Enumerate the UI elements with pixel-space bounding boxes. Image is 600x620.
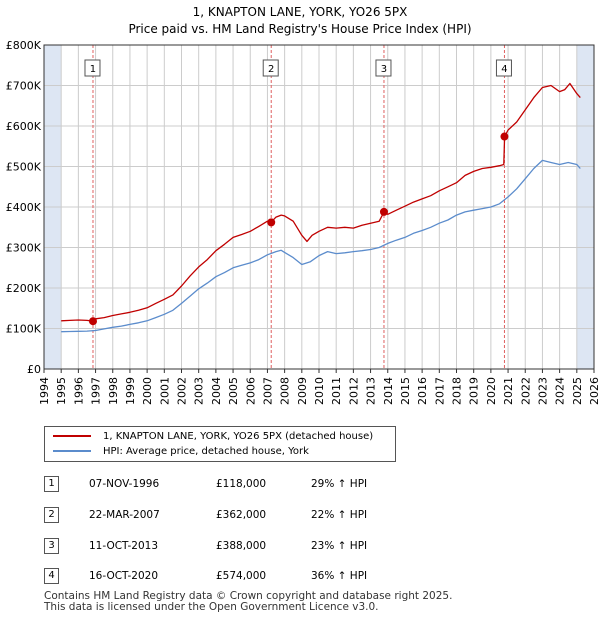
legend: 1, KNAPTON LANE, YORK, YO26 5PX (detache… <box>44 426 396 462</box>
hpi-series-line <box>61 159 581 333</box>
x-tick-label: 2004 <box>210 377 223 405</box>
footer-licence: This data is licensed under the Open Gov… <box>44 601 379 613</box>
x-tick-label: 2023 <box>536 377 549 405</box>
sale-date: 11-OCT-2013 <box>89 540 158 552</box>
x-tick-label: 2005 <box>227 377 240 405</box>
sale-point-2 <box>267 218 276 227</box>
legend-label-hpi: HPI: Average price, detached house, York <box>103 446 309 457</box>
sale-date: 07-NOV-1996 <box>89 478 160 490</box>
sale-marker-number: 2 <box>268 64 274 75</box>
x-tick-label: 1999 <box>124 377 137 405</box>
sale-hpi-delta: 36% ↑ HPI <box>311 570 368 582</box>
x-tick-label: 2025 <box>571 377 584 405</box>
sale-marker-number: 4 <box>501 64 507 75</box>
x-tick-label: 2018 <box>451 377 464 405</box>
legend-item-property: 1, KNAPTON LANE, YORK, YO26 5PX (detache… <box>53 430 373 444</box>
sale-number: 4 <box>44 568 59 584</box>
sale-number: 1 <box>44 476 59 492</box>
y-tick-label: £0 <box>27 363 41 376</box>
x-tick-label: 2020 <box>485 377 498 405</box>
x-tick-label: 1998 <box>107 377 120 405</box>
sale-marker-number: 1 <box>90 64 96 75</box>
price-chart: 1994 1995 1996 1997 1998 1999 2000 2001 2002 2003… <box>6 39 600 405</box>
x-tick-label: 2016 <box>416 377 429 405</box>
y-tick-label: £800K <box>6 39 42 52</box>
x-tick-label: 2019 <box>468 377 481 405</box>
sale-number: 2 <box>44 507 59 523</box>
x-tick-label: 2010 <box>313 377 326 405</box>
plot-frame <box>43 44 595 370</box>
footer-copyright: Contains HM Land Registry data © Crown c… <box>44 590 453 602</box>
sale-date: 16-OCT-2020 <box>89 570 158 582</box>
sale-number: 3 <box>44 538 59 554</box>
x-tick-label: 2003 <box>193 377 206 405</box>
x-tick-label: 1996 <box>72 377 85 405</box>
x-tick-label: 1997 <box>90 377 103 405</box>
y-tick-label: £500K <box>6 161 42 174</box>
x-tick-label: 1995 <box>55 377 68 405</box>
x-tick-label: 2001 <box>158 377 171 405</box>
x-tick-label: 1994 <box>38 377 51 405</box>
y-tick-label: £600K <box>6 120 42 133</box>
x-tick-label: 2021 <box>502 377 515 405</box>
y-tick-label: £200K <box>6 282 42 295</box>
sale-point-3 <box>379 207 388 216</box>
x-tick-label: 2002 <box>176 377 189 405</box>
sale-point-1 <box>88 317 97 326</box>
sale-hpi-delta: 29% ↑ HPI <box>311 478 368 490</box>
sale-row-2: 2 22-MAR-2007 £362,000 22% ↑ HPI <box>0 507 600 525</box>
x-tick-label: 2006 <box>244 377 257 405</box>
x-tick-label: 2007 <box>261 377 274 405</box>
x-tick-label: 2012 <box>347 377 360 405</box>
x-tick-label: 2026 <box>588 377 600 405</box>
property-series-line <box>61 82 581 322</box>
sale-marker-box <box>84 59 101 77</box>
chart-title: 1, KNAPTON LANE, YORK, YO26 5PX <box>192 5 408 19</box>
sale-hpi-delta: 22% ↑ HPI <box>311 509 368 521</box>
sale-marker-box <box>262 59 279 77</box>
sale-marker-box <box>495 59 512 77</box>
sale-date: 22-MAR-2007 <box>89 509 160 521</box>
x-tick-label: 2008 <box>279 377 292 405</box>
sale-marker-label-1: 1 <box>84 59 101 77</box>
sale-marker-box <box>375 59 392 77</box>
sale-row-3: 3 11-OCT-2013 £388,000 23% ↑ HPI <box>0 538 600 556</box>
y-tick-label: £700K <box>6 80 42 93</box>
x-tick-label: 2015 <box>399 377 412 405</box>
y-tick-label: £100K <box>6 323 42 336</box>
legend-label-property: 1, KNAPTON LANE, YORK, YO26 5PX (detache… <box>103 431 374 442</box>
x-tick-label: 2017 <box>433 377 446 405</box>
x-tick-label: 2013 <box>365 377 378 405</box>
legend-swatch-hpi <box>53 450 91 452</box>
sale-price: £388,000 <box>216 540 267 552</box>
x-tick-label: 2024 <box>554 377 567 405</box>
x-tick-label: 2009 <box>296 377 309 405</box>
x-tick-label: 2022 <box>519 377 532 405</box>
legend-swatch-property <box>53 435 91 437</box>
sale-price: £362,000 <box>216 509 267 521</box>
sale-row-4: 4 16-OCT-2020 £574,000 36% ↑ HPI <box>0 568 600 586</box>
x-tick-label: 2014 <box>382 377 395 405</box>
sale-row-1: 1 07-NOV-1996 £118,000 29% ↑ HPI <box>0 476 600 494</box>
y-tick-label: £400K <box>6 201 42 214</box>
x-tick-label: 2011 <box>330 377 343 405</box>
x-tick-label: 2000 <box>141 377 154 405</box>
chart-subtitle: Price paid vs. HM Land Registry's House … <box>128 22 472 36</box>
sale-price: £574,000 <box>216 570 267 582</box>
sale-point-4 <box>500 132 509 141</box>
sale-marker-number: 3 <box>381 64 387 75</box>
y-tick-label: £300K <box>6 242 42 255</box>
sale-marker-label-3: 3 <box>375 59 392 77</box>
sale-marker-label-2: 2 <box>262 59 279 77</box>
sale-price: £118,000 <box>216 478 267 490</box>
sale-marker-label-4: 4 <box>495 59 512 77</box>
legend-item-hpi: HPI: Average price, detached house, York <box>53 445 309 459</box>
sale-hpi-delta: 23% ↑ HPI <box>311 540 368 552</box>
